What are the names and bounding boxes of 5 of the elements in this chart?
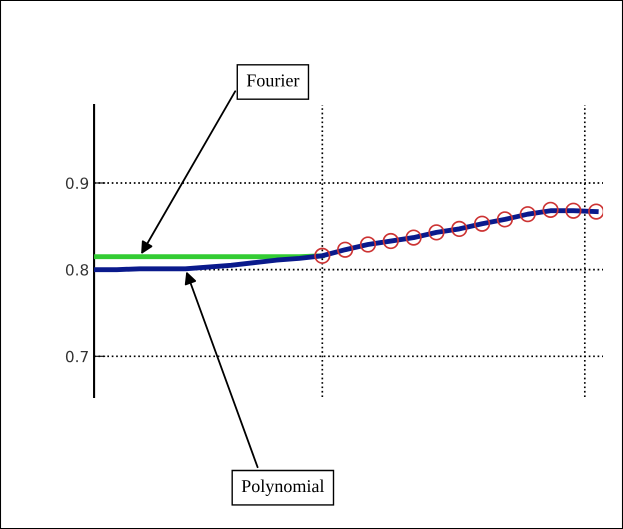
text: Fourier — [246, 74, 300, 87]
text: Polynomial — [242, 480, 324, 496]
y-tick-label: 0.9 — [66, 177, 88, 190]
y-tick-label: 0.8 — [66, 264, 88, 276]
y-tick-label: 0.7 — [66, 350, 88, 362]
